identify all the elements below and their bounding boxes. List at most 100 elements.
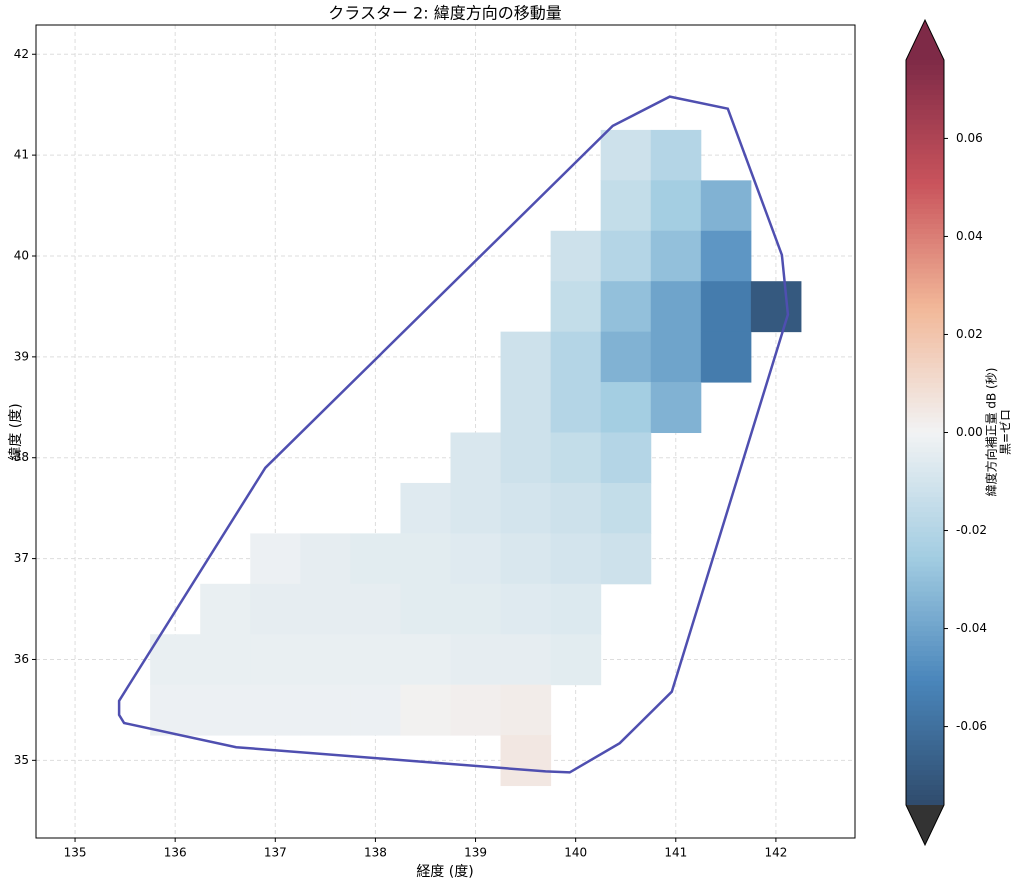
colorbar-strip [906, 700, 944, 707]
chart-title: クラスター 2: 緯度方向の移動量 [328, 4, 561, 23]
colorbar-strip [906, 745, 944, 751]
colorbar-strip [906, 621, 944, 627]
colorbar-strip [906, 626, 944, 632]
colorbar-strip [906, 318, 944, 324]
colorbar-strip [906, 790, 944, 796]
colorbar-strip [906, 690, 944, 697]
colorbar-strip [906, 278, 944, 285]
field-cell [400, 684, 452, 736]
field-cell [350, 634, 401, 686]
field-cell [500, 432, 552, 484]
colorbar-strip [906, 452, 944, 458]
y-tick-label: 39 [14, 349, 29, 363]
colorbar-strip [906, 546, 944, 553]
colorbar-strip [906, 566, 944, 573]
colorbar-tick-label: -0.02 [956, 523, 987, 537]
x-tick-label: 141 [664, 846, 687, 860]
colorbar-strip [906, 497, 944, 503]
colorbar-strip [906, 372, 944, 379]
field-cell [450, 533, 502, 585]
colorbar-strip [906, 417, 944, 424]
x-axis-label: 経度 (度) [416, 864, 473, 880]
field-cell [250, 684, 301, 736]
x-tick-label: 139 [464, 846, 487, 860]
colorbar-strip [906, 581, 944, 588]
colorbar-strip [906, 353, 944, 359]
field-cell [300, 533, 351, 585]
colorbar-strip [906, 139, 944, 146]
x-tick-label: 136 [164, 846, 187, 860]
field-cell [600, 482, 652, 534]
field-cell [500, 583, 552, 635]
colorbar-strip [906, 218, 944, 225]
colorbar-strip [906, 531, 944, 538]
field-cell [600, 180, 652, 232]
colorbar-label: 黒=ゼロ [999, 409, 1013, 455]
colorbar-strip [906, 670, 944, 677]
colorbar-strip [906, 283, 944, 290]
colorbar-tick-label: 0.02 [956, 327, 983, 341]
colorbar-strip [906, 134, 944, 141]
colorbar-strip [906, 402, 944, 409]
colorbar-strip [906, 641, 944, 647]
colorbar-strip [906, 685, 944, 692]
colorbar-strip [906, 462, 944, 468]
colorbar-strip [906, 646, 944, 652]
field-cell [650, 382, 702, 434]
colorbar-strip [906, 397, 944, 404]
colorbar-label: 緯度方向補正量 dB (秒) [984, 368, 999, 497]
colorbar-tick-label: 0.06 [956, 131, 983, 145]
colorbar-strip [906, 209, 944, 215]
colorbar-strip [906, 556, 944, 563]
colorbar-strip [906, 159, 944, 165]
colorbar-strip [906, 273, 944, 280]
y-axis-label: 緯度 (度) [8, 403, 24, 460]
colorbar-strip [906, 79, 944, 86]
field-cell [500, 634, 552, 686]
field-cell [550, 482, 602, 534]
field-cell [500, 684, 552, 736]
colorbar-strip [906, 387, 944, 394]
colorbar-strip [906, 571, 944, 578]
field-cell [600, 432, 652, 484]
colorbar-strip [906, 526, 944, 533]
field-cell [700, 230, 752, 282]
colorbar-strip [906, 660, 944, 667]
colorbar-frame [905, 18, 945, 847]
field-cell [700, 331, 752, 383]
x-tick-label: 140 [564, 846, 587, 860]
colorbar-strip [906, 492, 944, 498]
colorbar-strip [906, 755, 944, 761]
colorbar-strip [906, 253, 944, 260]
colorbar-strip [906, 412, 944, 419]
colorbar-strip [906, 84, 944, 91]
colorbar-strip [906, 457, 944, 463]
colorbar-strip [906, 60, 944, 66]
colorbar-strip [906, 362, 944, 369]
colorbar-strip [906, 551, 944, 558]
colorbar-strip [906, 69, 944, 76]
colorbar-strip [906, 268, 944, 275]
colorbar-strip [906, 199, 944, 205]
colorbar-strip [906, 392, 944, 399]
colorbar-strip [906, 119, 944, 126]
colorbar-strip [906, 606, 944, 612]
colorbar-strip [906, 725, 944, 732]
colorbar-strip [906, 487, 944, 493]
colorbar-strip [906, 338, 944, 344]
colorbar-strip [906, 293, 944, 299]
field-cell [450, 634, 502, 686]
colorbar-strip [906, 179, 944, 185]
field-cell [300, 583, 351, 635]
colorbar-strip [906, 601, 944, 607]
colorbar-strip [906, 238, 944, 245]
field-cell [350, 583, 401, 635]
field-cell [500, 331, 552, 383]
y-tick-label: 37 [14, 551, 29, 565]
field [150, 129, 802, 787]
field-cell [650, 180, 702, 232]
colorbar-strip [906, 263, 944, 270]
colorbar-strip [906, 213, 944, 220]
field-cell [500, 382, 552, 434]
